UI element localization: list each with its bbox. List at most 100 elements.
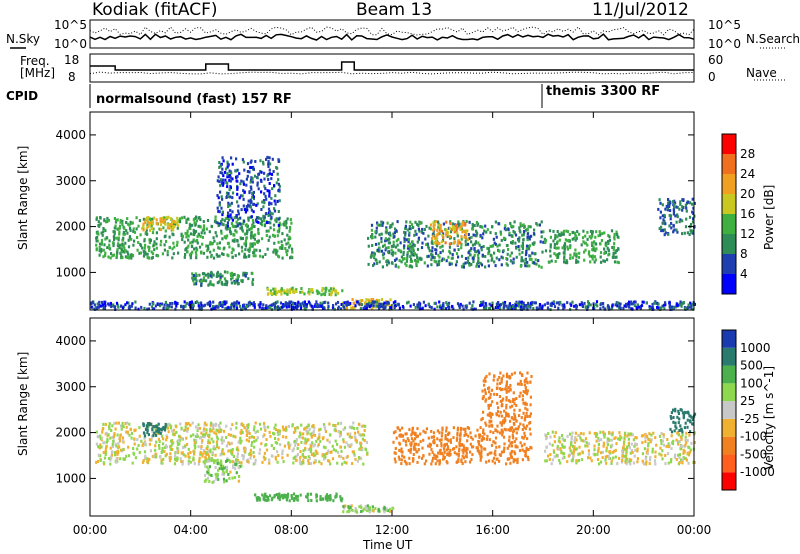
- heat-cell: [397, 237, 400, 241]
- heat-cell: [111, 442, 114, 446]
- heat-cell: [395, 257, 398, 261]
- heat-cell: [344, 504, 347, 508]
- heat-cell: [168, 423, 171, 427]
- heat-cell: [223, 480, 226, 484]
- heat-cell: [446, 303, 449, 306]
- heat-cell: [354, 304, 357, 308]
- heat-cell: [367, 244, 370, 248]
- heat-cell: [525, 389, 528, 392]
- heat-cell: [202, 220, 205, 223]
- heat-cell: [184, 231, 187, 235]
- heat-cell: [245, 429, 248, 433]
- heat-cell: [330, 290, 334, 294]
- heat-cell: [162, 437, 165, 441]
- heat-cell: [222, 477, 226, 481]
- heat-cell: [480, 418, 483, 422]
- heat-cell: [144, 454, 147, 458]
- heat-cell: [485, 304, 488, 308]
- heat-cell: [146, 307, 149, 311]
- heat-cell: [184, 425, 187, 429]
- heat-cell: [206, 447, 209, 451]
- heat-cell: [155, 218, 158, 222]
- heat-cell: [107, 457, 111, 460]
- heat-cell: [569, 244, 572, 248]
- heat-cell: [676, 215, 679, 219]
- heat-cell: [607, 240, 610, 243]
- heat-cell: [442, 235, 445, 239]
- heat-cell: [464, 232, 467, 236]
- heat-cell: [672, 200, 675, 204]
- heat-cell: [586, 237, 589, 241]
- heat-cell: [263, 451, 266, 455]
- heat-cell: [539, 240, 542, 244]
- heat-cell: [492, 431, 495, 435]
- heat-cell: [205, 227, 208, 231]
- heat-cell: [514, 241, 517, 245]
- heat-cell: [444, 434, 447, 437]
- heat-cell: [218, 467, 221, 471]
- heat-cell: [422, 438, 425, 442]
- heat-cell: [97, 305, 101, 309]
- heat-cell: [175, 450, 178, 454]
- heat-cell: [664, 303, 667, 307]
- heat-cell: [240, 226, 243, 229]
- heat-cell: [235, 471, 238, 475]
- heat-cell: [486, 246, 489, 250]
- heat-cell: [152, 425, 155, 429]
- heat-cell: [447, 255, 450, 259]
- heat-cell: [108, 427, 111, 431]
- heat-cell: [374, 507, 377, 510]
- heat-cell: [448, 453, 451, 457]
- heat-cell: [119, 220, 122, 224]
- heat-cell: [201, 235, 204, 239]
- heat-cell: [165, 240, 168, 243]
- heat-cell: [357, 302, 360, 306]
- heat-cell: [237, 448, 240, 452]
- heat-cell: [443, 443, 446, 447]
- heat-cell: [523, 305, 526, 309]
- heat-cell: [286, 492, 290, 496]
- heat-cell: [494, 242, 498, 246]
- heat-cell: [259, 254, 262, 258]
- heat-cell: [150, 305, 154, 309]
- heat-cell: [225, 224, 228, 227]
- heat-cell: [589, 456, 592, 460]
- heat-cell: [505, 380, 508, 384]
- heat-cell: [583, 258, 586, 262]
- heat-cell: [391, 222, 394, 226]
- heat-cell: [526, 437, 529, 441]
- heat-cell: [508, 457, 511, 461]
- heat-cell: [185, 301, 189, 305]
- heat-cell: [464, 430, 467, 434]
- heat-cell: [422, 429, 425, 433]
- heat-cell: [126, 421, 129, 425]
- heat-cell: [381, 265, 384, 269]
- heat-cell: [374, 258, 377, 262]
- heat-cell: [419, 256, 422, 260]
- heat-cell: [246, 174, 249, 178]
- heat-cell: [523, 383, 526, 387]
- heat-cell: [213, 239, 216, 243]
- heat-cell: [285, 498, 288, 502]
- heat-cell: [235, 302, 238, 306]
- heat-cell: [226, 457, 229, 461]
- heat-cell: [126, 430, 129, 434]
- heat-cell: [227, 205, 230, 208]
- heat-cell: [462, 262, 465, 266]
- heat-cell: [468, 262, 471, 265]
- heat-cell: [253, 455, 256, 459]
- heat-cell: [334, 449, 338, 453]
- heat-cell: [518, 408, 521, 412]
- heat-cell: [381, 223, 384, 227]
- heat-cell: [314, 453, 317, 457]
- heat-cell: [521, 247, 524, 250]
- heat-cell: [512, 225, 515, 229]
- heat-cell: [203, 479, 206, 483]
- heat-cell: [527, 247, 531, 251]
- heat-cell: [611, 304, 614, 308]
- heat-cell: [310, 453, 313, 457]
- heat-cell: [612, 251, 615, 255]
- heat-cell: [674, 214, 677, 218]
- heat-cell: [550, 462, 553, 466]
- heat-cell: [591, 254, 594, 258]
